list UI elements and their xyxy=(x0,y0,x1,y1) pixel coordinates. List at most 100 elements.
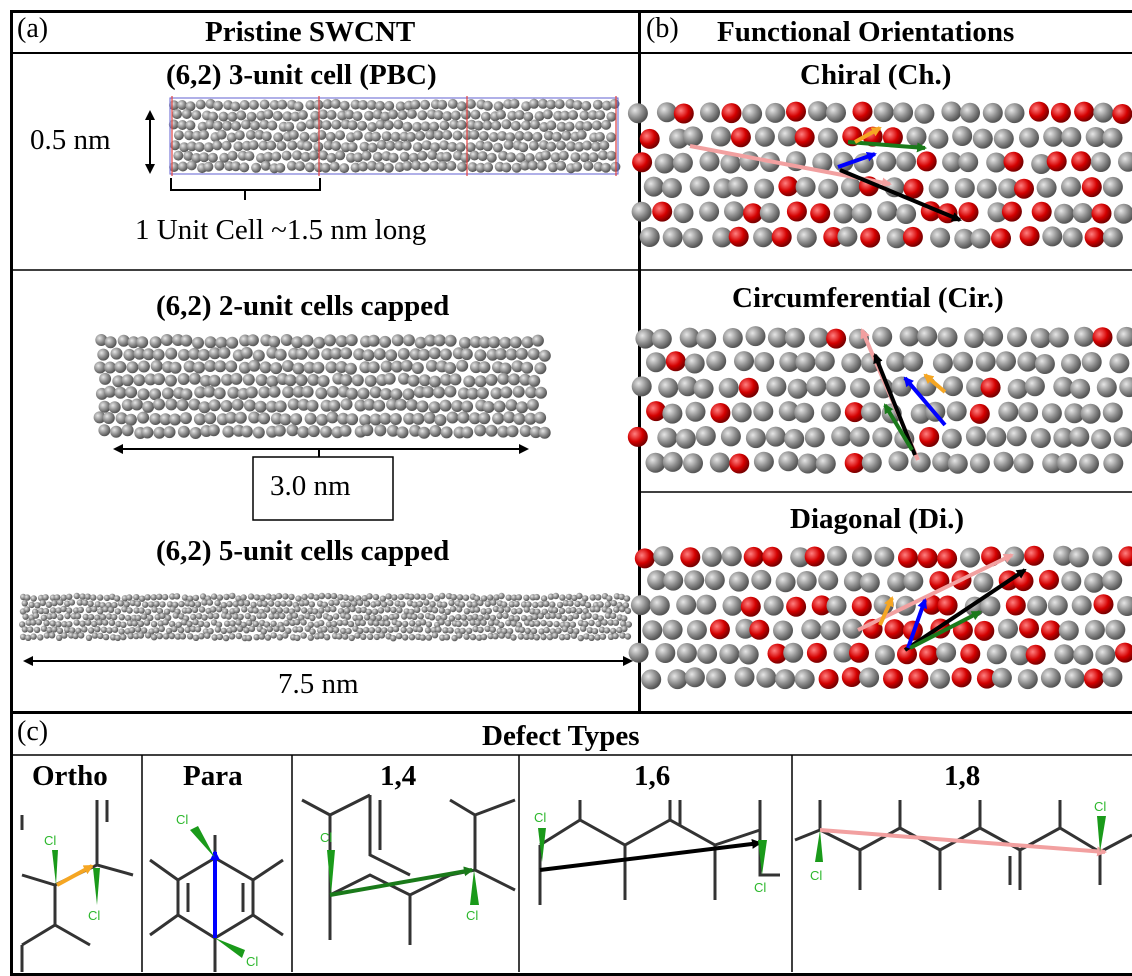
carbon-atom xyxy=(936,643,956,663)
carbon-atom xyxy=(230,102,240,112)
carbon-atom xyxy=(207,599,213,605)
carbon-atom xyxy=(192,607,198,613)
carbon-atom xyxy=(287,140,297,150)
carbon-atom xyxy=(1073,203,1093,223)
cl-label-para-bottom: Cl xyxy=(246,954,258,969)
carbon-atom xyxy=(724,201,744,221)
carbon-atom xyxy=(418,613,424,619)
oxygen-atom xyxy=(918,548,938,568)
carbon-atom xyxy=(686,402,706,422)
carbon-atom xyxy=(914,104,934,124)
carbon-atom xyxy=(24,606,30,612)
oxygen-atom xyxy=(1071,151,1091,171)
carbon-atom xyxy=(674,203,694,223)
carbon-atom xyxy=(952,126,972,146)
carbon-atom xyxy=(684,570,704,590)
carbon-atom xyxy=(186,607,192,613)
carbon-atom xyxy=(384,620,390,626)
carbon-atom xyxy=(530,120,540,130)
carbon-atom xyxy=(231,121,241,131)
carbon-atom xyxy=(495,348,507,360)
carbon-atom xyxy=(594,606,600,612)
carbon-atom xyxy=(66,594,72,600)
carbon-atom xyxy=(281,334,293,346)
carbon-atom xyxy=(205,336,217,348)
carbon-atom xyxy=(1063,227,1083,247)
carbon-atom xyxy=(375,627,381,633)
carbon-atom xyxy=(998,619,1018,639)
panel-b-letter: (b) xyxy=(646,13,679,45)
carbon-atom xyxy=(66,621,72,627)
carbon-atom xyxy=(199,130,209,140)
carbon-atom xyxy=(429,401,441,413)
carbon-atom xyxy=(510,336,522,348)
carbon-atom xyxy=(241,347,253,359)
carbon-atom xyxy=(42,594,48,600)
carbon-atom xyxy=(326,132,336,142)
carbon-atom xyxy=(240,594,246,600)
carbon-atom xyxy=(566,594,572,600)
carbon-atom xyxy=(229,620,235,626)
carbon-atom xyxy=(540,634,546,640)
carbon-atom xyxy=(442,111,452,121)
carbon-atom xyxy=(451,594,457,600)
carbon-atom xyxy=(385,349,397,361)
carbon-atom xyxy=(196,613,202,619)
carbon-atom xyxy=(388,109,398,119)
nanotube-5-unit-capped xyxy=(19,593,632,642)
carbon-atom xyxy=(501,119,511,129)
carbon-atom xyxy=(859,668,879,688)
carbon-atom xyxy=(34,627,40,633)
carbon-atom xyxy=(228,151,238,161)
carbon-atom xyxy=(632,202,652,222)
carbon-atom xyxy=(1069,547,1089,567)
carbon-atom xyxy=(348,120,358,130)
carbon-atom xyxy=(378,607,384,613)
carbon-atom xyxy=(368,143,378,153)
carbon-atom xyxy=(700,151,720,171)
carbon-atom xyxy=(194,413,206,425)
carbon-atom xyxy=(401,360,413,372)
carbon-atom xyxy=(1117,596,1132,616)
carbon-atom xyxy=(115,387,127,399)
carbon-atom xyxy=(393,626,399,632)
carbon-atom xyxy=(498,622,504,628)
carbon-atom xyxy=(335,150,345,160)
carbon-atom xyxy=(173,151,183,161)
carbon-atom xyxy=(330,606,336,612)
carbon-atom xyxy=(528,375,540,387)
carbon-atom xyxy=(938,327,958,347)
carbon-atom xyxy=(142,401,154,413)
carbon-atom xyxy=(834,204,854,224)
carbon-atom xyxy=(159,613,165,619)
carbon-atom xyxy=(51,613,57,619)
carbon-atom xyxy=(244,151,254,161)
carbon-atom xyxy=(418,151,428,161)
carbon-atom xyxy=(582,121,592,131)
carbon-atom xyxy=(492,633,498,639)
oxygen-atom xyxy=(860,228,880,248)
carbon-atom xyxy=(459,337,471,349)
pbc-section-title: (6,2) 3-unit cell (PBC) xyxy=(166,59,437,92)
carbon-atom xyxy=(391,132,401,142)
carbon-atom xyxy=(292,150,302,160)
nanotube-circumferential-orientation xyxy=(628,326,1132,474)
carbon-atom xyxy=(199,152,209,162)
carbon-atom xyxy=(260,361,272,373)
carbon-atom xyxy=(490,599,496,605)
carbon-atom xyxy=(316,414,328,426)
carbon-atom xyxy=(534,620,540,626)
carbon-atom xyxy=(861,402,881,422)
carbon-atom xyxy=(756,668,776,688)
carbon-atom xyxy=(457,162,467,172)
carbon-atom xyxy=(668,669,688,689)
carbon-atom xyxy=(508,373,520,385)
carbon-atom xyxy=(215,626,221,632)
carbon-atom xyxy=(457,594,463,600)
carbon-atom xyxy=(321,163,331,173)
carbon-atom xyxy=(818,128,838,148)
orientation-label-circumferential: Circumferential (Cir.) xyxy=(732,282,1004,315)
carbon-atom xyxy=(340,374,352,386)
cl-label-1-8-right: Cl xyxy=(1094,799,1106,814)
carbon-atom xyxy=(331,621,337,627)
